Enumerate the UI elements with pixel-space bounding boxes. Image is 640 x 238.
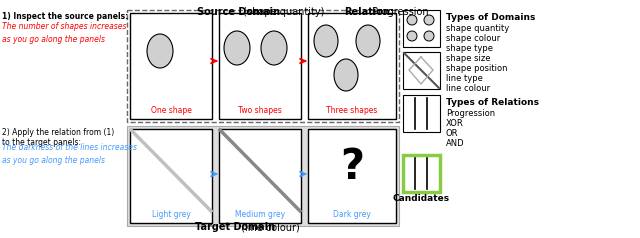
- Ellipse shape: [334, 59, 358, 91]
- Ellipse shape: [147, 34, 173, 68]
- Bar: [127, 126, 399, 226]
- Ellipse shape: [356, 25, 380, 57]
- Bar: [403, 155, 440, 192]
- Text: Candidates: Candidates: [392, 194, 449, 203]
- Text: OR: OR: [446, 129, 458, 138]
- Text: Three shapes: Three shapes: [326, 106, 378, 115]
- Bar: [403, 95, 440, 132]
- Text: XOR: XOR: [446, 119, 464, 128]
- Text: Dark grey: Dark grey: [333, 210, 371, 219]
- Bar: [403, 10, 440, 47]
- Text: Types of Domains: Types of Domains: [446, 13, 536, 22]
- Ellipse shape: [424, 15, 434, 25]
- Text: 1) Inspect the source panels:: 1) Inspect the source panels:: [2, 12, 128, 21]
- Text: AND: AND: [446, 139, 465, 148]
- Ellipse shape: [424, 31, 434, 41]
- Text: The number of shapes increases
as you go along the panels: The number of shapes increases as you go…: [2, 22, 127, 44]
- Text: 2) Apply the relation from (1)
to the target panels:: 2) Apply the relation from (1) to the ta…: [2, 128, 115, 147]
- Text: shape position: shape position: [446, 64, 508, 73]
- Text: shape colour: shape colour: [446, 34, 500, 43]
- Bar: [219, 129, 301, 223]
- Text: Relation:: Relation:: [344, 7, 394, 17]
- Bar: [130, 129, 212, 223]
- Text: The darkness of the lines increases
as you go along the panels: The darkness of the lines increases as y…: [2, 143, 137, 165]
- Text: ?: ?: [340, 146, 364, 188]
- Ellipse shape: [224, 31, 250, 65]
- Text: (shape quantity): (shape quantity): [240, 7, 324, 17]
- Ellipse shape: [261, 31, 287, 65]
- Text: Progression: Progression: [446, 109, 495, 118]
- Text: Source Domain: Source Domain: [197, 7, 280, 17]
- Bar: [219, 13, 301, 119]
- Text: Target Domain: Target Domain: [195, 222, 275, 232]
- Text: line type: line type: [446, 74, 483, 83]
- Bar: [403, 52, 440, 89]
- Ellipse shape: [314, 25, 338, 57]
- Text: shape size: shape size: [446, 54, 490, 63]
- Text: line colour: line colour: [446, 84, 490, 93]
- Ellipse shape: [407, 31, 417, 41]
- Text: (line colour): (line colour): [238, 222, 300, 232]
- Text: Two shapes: Two shapes: [238, 106, 282, 115]
- Text: shape type: shape type: [446, 44, 493, 53]
- Text: Types of Relations: Types of Relations: [446, 98, 539, 107]
- Text: shape quantity: shape quantity: [446, 24, 509, 33]
- Ellipse shape: [407, 15, 417, 25]
- Bar: [308, 129, 396, 223]
- Bar: [308, 13, 396, 119]
- Bar: [130, 13, 212, 119]
- Bar: [127, 10, 399, 122]
- Text: Light grey: Light grey: [152, 210, 191, 219]
- Text: Medium grey: Medium grey: [235, 210, 285, 219]
- Text: One shape: One shape: [150, 106, 191, 115]
- Text: Progression: Progression: [369, 7, 429, 17]
